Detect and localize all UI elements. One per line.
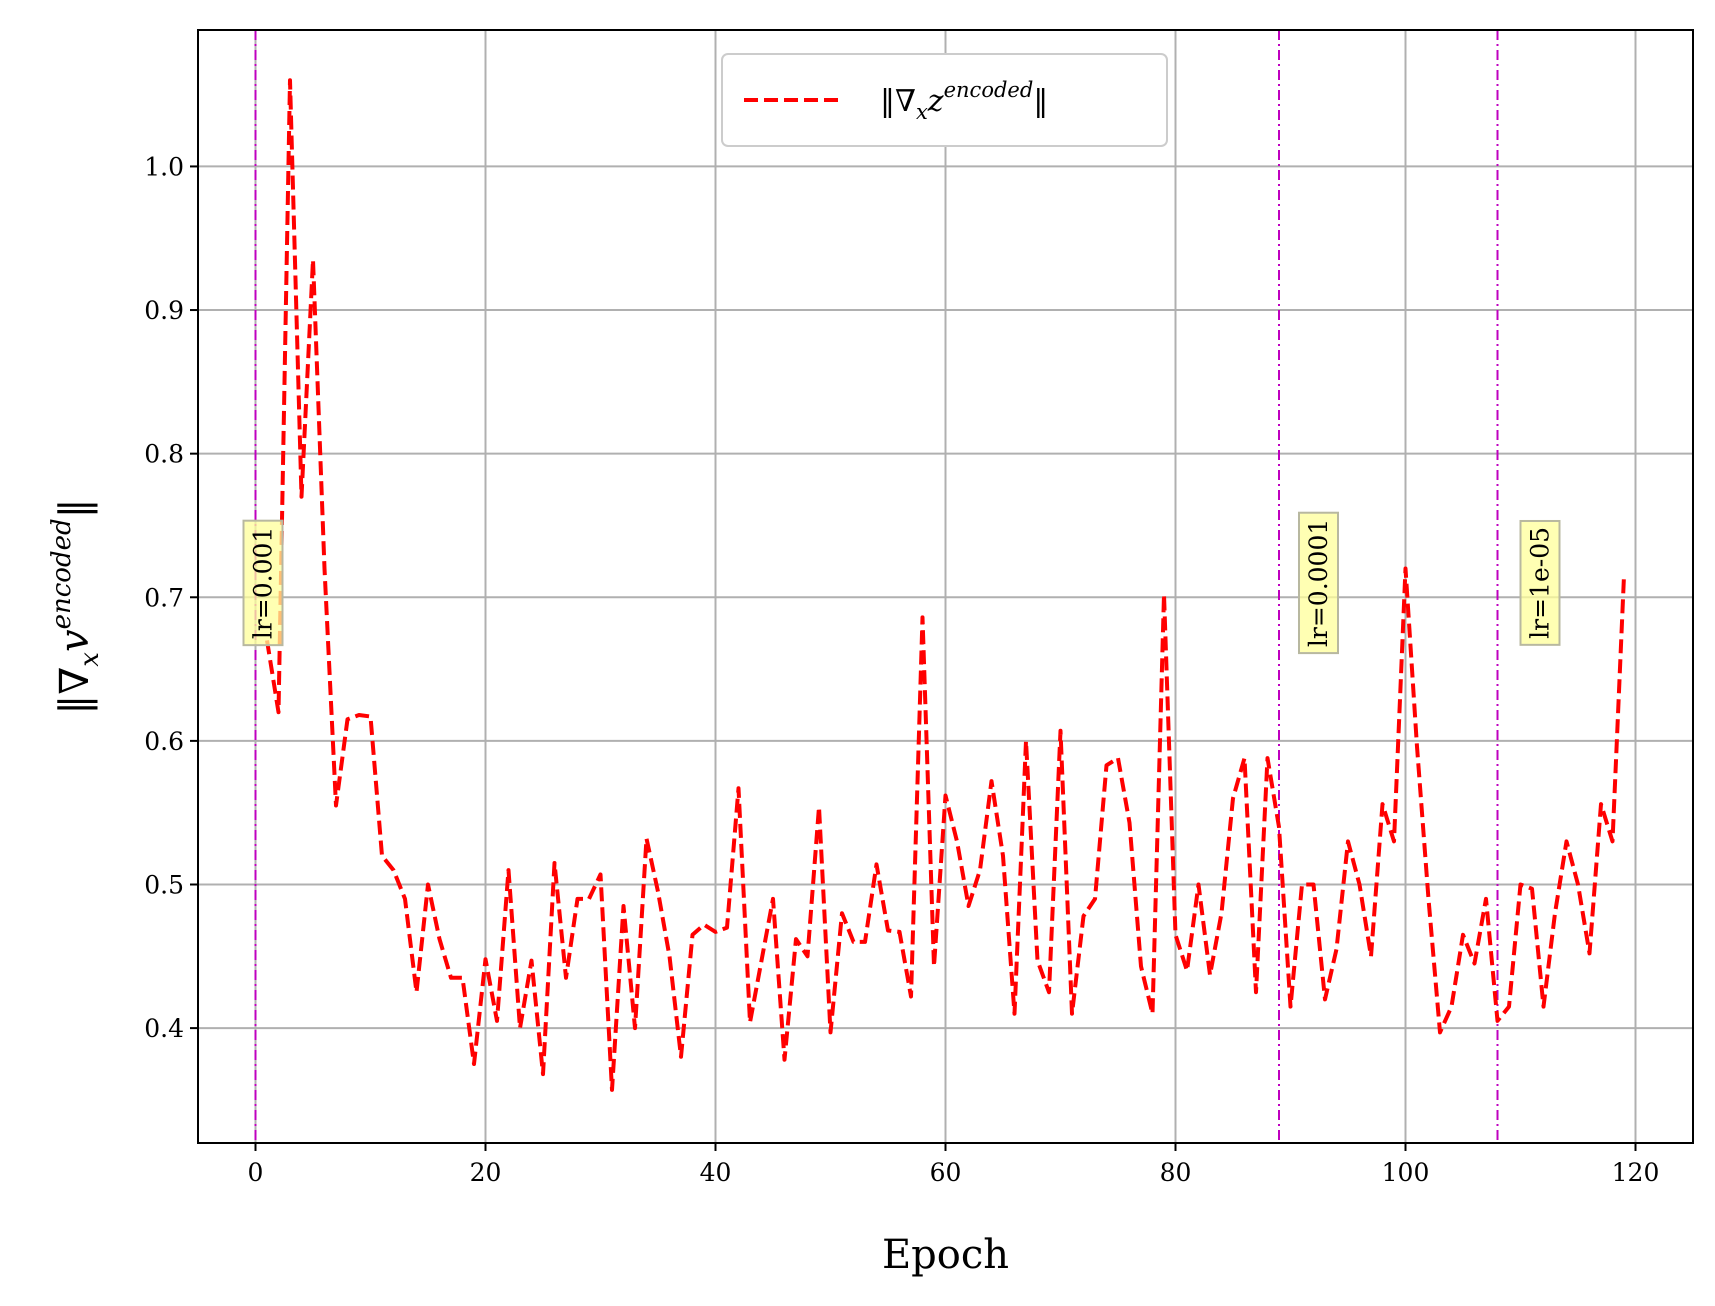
lr-label-text: lr=0.001 [249, 527, 278, 639]
y-axis: 0.4 0.5 0.6 0.7 0.8 0.9 1.0 [144, 152, 198, 1043]
lr-label-box [1298, 511, 1339, 655]
x-tick-label: 0 [248, 1158, 264, 1187]
y-tick-label: 0.9 [144, 296, 184, 325]
x-tick-label: 60 [930, 1158, 962, 1187]
lr-label-text: lr=0.0001 [1304, 519, 1333, 647]
y-tick-label: 0.5 [144, 870, 184, 899]
y-tick-label: 0.7 [144, 583, 184, 612]
legend-box [721, 53, 1168, 147]
x-tick-label: 40 [700, 1158, 732, 1187]
lr-label: lr=0.001 [242, 519, 284, 647]
lr-label: lr=0.0001 [1298, 511, 1339, 655]
y-tick-label: 0.4 [144, 1014, 184, 1043]
x-tick-label: 120 [1612, 1158, 1660, 1187]
y-tick-label: 1.0 [144, 152, 184, 181]
y-axis-title-text: ‖∇xvencoded‖ [47, 498, 105, 714]
series-layer [265, 78, 1626, 1092]
lr-label-box [242, 519, 284, 647]
lr-change-lines [254, 30, 1499, 1143]
y-tick-label: 0.8 [144, 440, 184, 469]
legend-label: ‖∇xzencoded‖ [880, 78, 1048, 124]
y-tick-label: 0.6 [144, 727, 184, 756]
series-line [265, 78, 1626, 1092]
lr-label-box [1519, 519, 1561, 646]
y-axis-title: ‖∇xvencoded‖ [47, 498, 105, 714]
x-axis-title: Epoch [882, 1232, 1009, 1278]
lr-label: lr=1e-05 [1519, 519, 1561, 646]
x-tick-label: 100 [1382, 1158, 1430, 1187]
lr-labels: lr=0.001 lr=0.0001 lr=1e-05 [242, 511, 1561, 655]
x-axis: 0 20 40 60 80 100 120 [248, 1143, 1660, 1187]
legend: ‖∇xzencoded‖ [721, 53, 1168, 147]
x-tick-label: 20 [470, 1158, 502, 1187]
lr-label-text: lr=1e-05 [1526, 527, 1555, 639]
x-tick-label: 80 [1160, 1158, 1192, 1187]
